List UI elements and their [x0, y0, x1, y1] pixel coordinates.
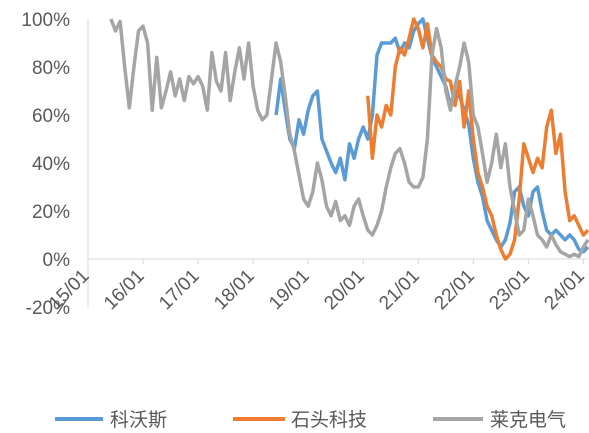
x-axis-tick-labels: 15/01 16/01 17/01 18/01 19/01 20/01 21/01 22/01… [45, 266, 589, 314]
series-line-shitou [366, 17, 589, 261]
x-tick-label: 22/01 [430, 266, 478, 314]
series-line-laike [109, 18, 589, 259]
x-tick-label: 21/01 [375, 266, 423, 314]
x-tick-label: 20/01 [320, 266, 368, 314]
legend-item-kewosi: 科沃斯 [55, 409, 167, 431]
y-tick-label: 40% [32, 154, 70, 175]
legend-label-laike: 莱克电气 [490, 409, 566, 431]
x-tick-label: 18/01 [210, 266, 258, 314]
legend-item-laike: 莱克电气 [433, 409, 566, 431]
series-lines [109, 17, 589, 261]
y-axis-tick-labels: -20% 0% 20% 40% 60% 80% 100% [21, 10, 70, 319]
legend-item-shitou: 石头科技 [233, 409, 367, 431]
x-tick-label: 24/01 [540, 266, 588, 314]
y-tick-label: 20% [32, 202, 70, 223]
x-tick-label: 17/01 [155, 266, 203, 314]
y-tick-label: 0% [43, 250, 71, 271]
legend: 科沃斯 石头科技 莱克电气 [55, 409, 566, 431]
y-tick-label: 60% [32, 106, 70, 127]
x-tick-label: 19/01 [265, 266, 313, 314]
y-tick-label: 100% [21, 10, 70, 31]
x-tick-label: 23/01 [485, 266, 533, 314]
legend-label-shitou: 石头科技 [291, 409, 367, 431]
x-tick-label: 16/01 [100, 266, 148, 314]
y-tick-label: -20% [26, 298, 70, 319]
legend-label-kewosi: 科沃斯 [110, 409, 167, 431]
y-tick-label: 80% [32, 58, 70, 79]
